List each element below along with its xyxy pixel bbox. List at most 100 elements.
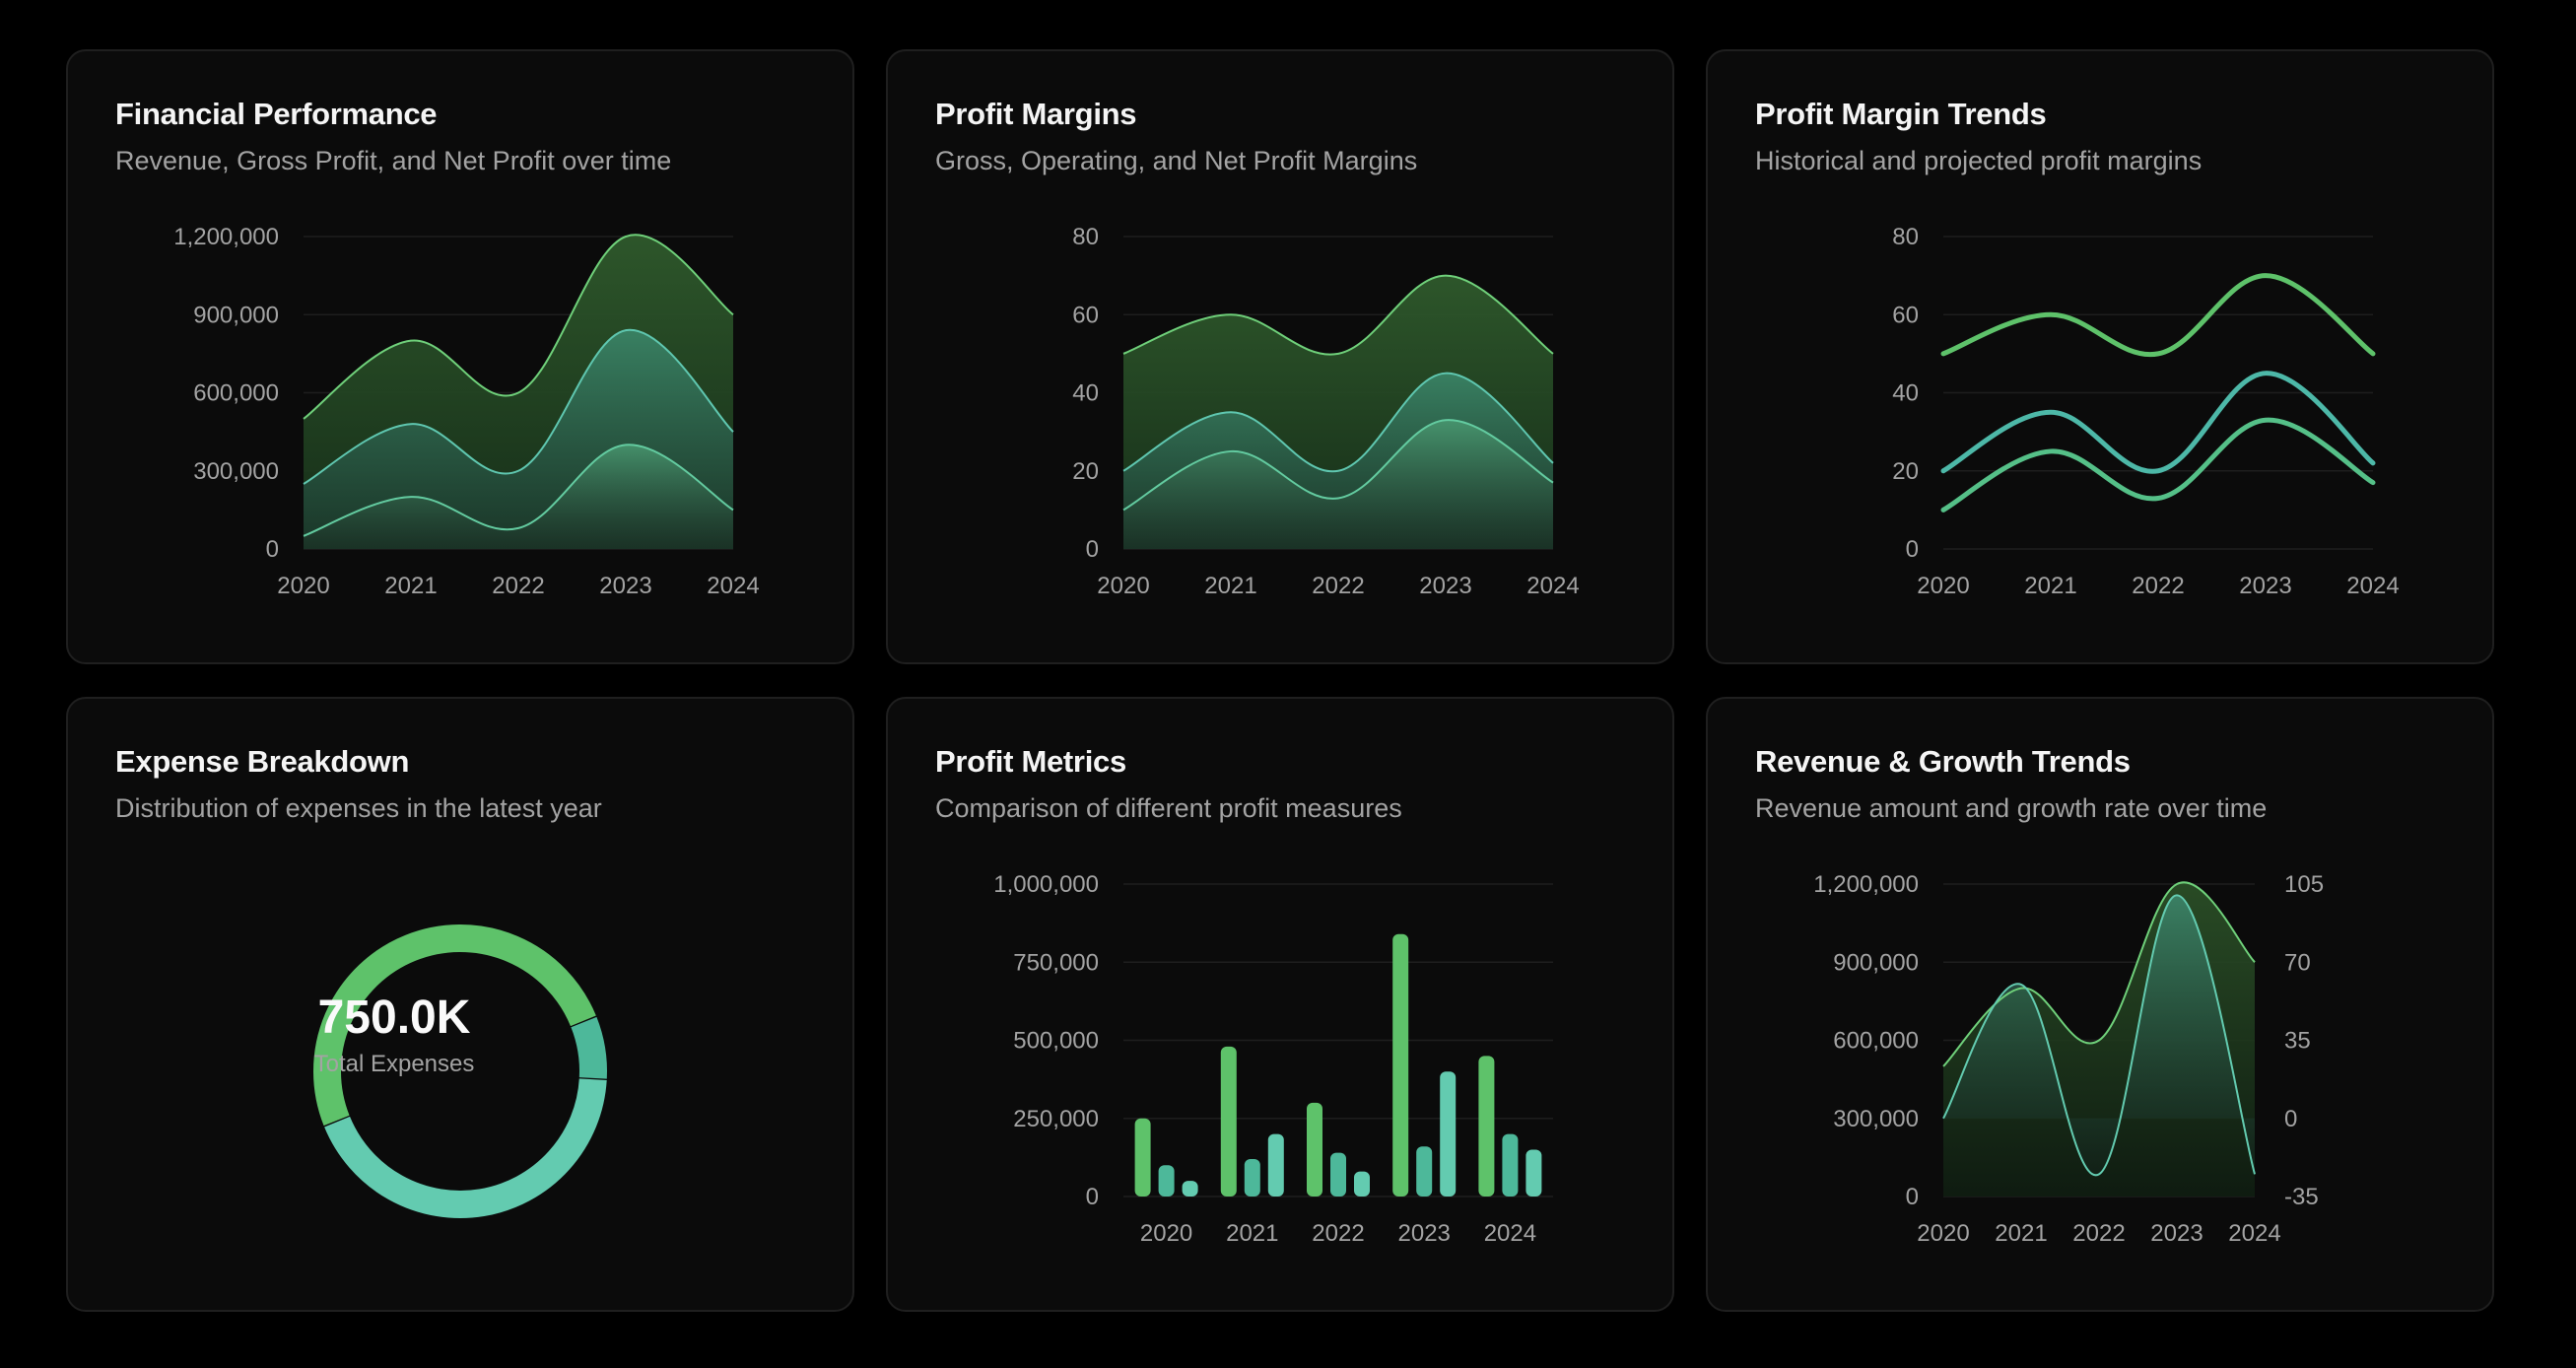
x-tick-label: 2022 (1312, 573, 1364, 599)
x-tick-label: 2024 (2346, 573, 2399, 599)
x-tick-label: 2020 (1917, 1220, 1969, 1247)
y-tick-label: 0 (1086, 1184, 1099, 1210)
x-tick-label: 2023 (2150, 1220, 2203, 1247)
card-title: Profit Margin Trends (1755, 97, 2047, 131)
donut-center: 750.0K Total Expenses (0, 991, 788, 1078)
y-tick-label: 600,000 (193, 380, 279, 407)
y-tick-label: 300,000 (193, 458, 279, 485)
x-tick-label: 2021 (384, 573, 437, 599)
y-tick-label: 0 (1086, 536, 1099, 563)
y-tick-label: 20 (1072, 458, 1099, 485)
bar (1182, 1181, 1198, 1197)
profit-metrics-card: Profit Metrics Comparison of different p… (886, 697, 1674, 1312)
y-tick-label: 1,200,000 (173, 224, 279, 250)
donut-slice (312, 923, 596, 1127)
y-tick-label: 600,000 (1833, 1028, 1919, 1055)
y-tick-label: 80 (1892, 224, 1919, 250)
y-tick-label: 40 (1072, 380, 1099, 407)
y-tick-label: 300,000 (1833, 1106, 1919, 1132)
x-tick-label: 2021 (1995, 1220, 2047, 1247)
series-line (1940, 371, 2376, 474)
profit-margin-trends-card: Profit Margin Trends Historical and proj… (1706, 49, 2494, 664)
y-tick-label: 0 (266, 536, 279, 563)
total-expenses-label: Total Expenses (313, 1051, 475, 1077)
card-subtitle: Comparison of different profit measures (935, 793, 1402, 823)
card-title: Profit Metrics (935, 744, 1126, 779)
x-tick-label: 2022 (492, 573, 544, 599)
y2-tick-label: 35 (2284, 1028, 2311, 1055)
y-tick-label: 900,000 (193, 302, 279, 328)
x-tick-label: 2021 (1204, 573, 1256, 599)
series-line (1122, 274, 1554, 356)
bar (1244, 1158, 1260, 1197)
bar (1478, 1056, 1495, 1197)
x-tick-label: 2024 (1526, 573, 1579, 599)
x-tick-label: 2020 (277, 573, 329, 599)
x-tick-label: 2023 (599, 573, 651, 599)
x-tick-label: 2024 (707, 573, 759, 599)
card-subtitle: Gross, Operating, and Net Profit Margins (935, 146, 1418, 175)
bar (1525, 1149, 1542, 1197)
y2-tick-label: 0 (2284, 1106, 2297, 1132)
growth-area (1943, 895, 2255, 1176)
x-tick-label: 2022 (2072, 1220, 2125, 1247)
x-tick-label: 2024 (1484, 1220, 1536, 1247)
y-tick-label: 0 (1906, 1184, 1919, 1210)
card-title: Profit Margins (935, 97, 1137, 131)
card-title: Financial Performance (115, 97, 438, 131)
y-tick-label: 1,000,000 (993, 871, 1099, 898)
card-subtitle: Revenue, Gross Profit, and Net Profit ov… (115, 146, 672, 175)
bar (1134, 1118, 1151, 1197)
y-tick-label: 750,000 (1013, 949, 1099, 976)
area-fill (304, 445, 733, 549)
series-line (303, 444, 734, 537)
series-line (1122, 372, 1554, 473)
revenue-line (1942, 881, 2256, 1067)
x-tick-label: 2023 (1419, 573, 1471, 599)
bar (1440, 1071, 1457, 1197)
series-line (1940, 273, 2376, 358)
y-tick-label: 60 (1072, 302, 1099, 328)
x-tick-label: 2020 (1097, 573, 1149, 599)
x-tick-label: 2022 (2132, 573, 2184, 599)
bar (1267, 1133, 1284, 1197)
y-tick-label: 80 (1072, 224, 1099, 250)
revenue-growth-trends-card: Revenue & Growth Trends Revenue amount a… (1706, 697, 2494, 1312)
growth-line (1942, 894, 2256, 1177)
series-line (303, 234, 734, 420)
bar (1220, 1046, 1237, 1197)
bar (1158, 1165, 1175, 1197)
y2-tick-label: 105 (2284, 871, 2324, 898)
donut-slice (571, 1016, 607, 1079)
bar (1502, 1133, 1519, 1197)
y-tick-label: 250,000 (1013, 1106, 1099, 1132)
y-tick-label: 40 (1892, 380, 1919, 407)
x-tick-label: 2024 (2228, 1220, 2280, 1247)
bar (1307, 1102, 1322, 1197)
x-tick-label: 2023 (1398, 1220, 1451, 1247)
card-title: Revenue & Growth Trends (1755, 744, 2131, 779)
x-tick-label: 2021 (1226, 1220, 1278, 1247)
y-tick-label: 500,000 (1013, 1028, 1099, 1055)
series-line (1122, 419, 1554, 512)
bar (1330, 1152, 1346, 1197)
card-subtitle: Historical and projected profit margins (1755, 146, 2203, 175)
total-expenses-value: 750.0K (317, 992, 471, 1044)
bar (1354, 1171, 1370, 1197)
donut-slice (324, 1078, 607, 1218)
x-tick-label: 2020 (1917, 573, 1969, 599)
y-tick-label: 1,200,000 (1813, 871, 1919, 898)
y2-tick-label: 70 (2284, 949, 2311, 976)
series-line (303, 329, 734, 485)
y-tick-label: 900,000 (1833, 949, 1919, 976)
card-subtitle: Revenue amount and growth rate over time (1755, 793, 2268, 823)
bar (1392, 933, 1409, 1197)
y2-tick-label: -35 (2284, 1184, 2319, 1210)
x-tick-label: 2021 (2024, 573, 2076, 599)
x-tick-label: 2022 (1312, 1220, 1364, 1247)
y-tick-label: 20 (1892, 458, 1919, 485)
y-tick-label: 60 (1892, 302, 1919, 328)
card-title: Expense Breakdown (115, 744, 410, 779)
bar (1416, 1146, 1433, 1197)
